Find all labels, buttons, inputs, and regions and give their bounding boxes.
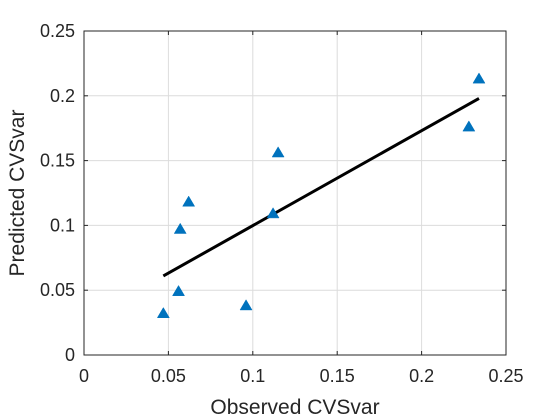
data-point-triangle xyxy=(239,299,253,311)
fit-line-group xyxy=(162,97,480,278)
data-point-triangle xyxy=(271,146,285,158)
data-point-triangle xyxy=(182,195,196,207)
tick-labels: 0 0.05 0.1 0.15 0.2 0.25 0 0.05 0.1 0.15 0.2 0.25 xyxy=(40,21,524,386)
y-tick-label: 0.15 xyxy=(40,151,75,171)
x-tick-label: 0 xyxy=(79,366,89,386)
x-tick-label: 0.25 xyxy=(488,366,523,386)
x-tick-label: 0.15 xyxy=(320,366,355,386)
data-point-triangle xyxy=(173,222,187,234)
y-axis-title: Predicted CVSvar xyxy=(6,110,29,277)
y-tick-label: 0.05 xyxy=(40,280,75,300)
axes xyxy=(83,30,507,356)
y-tick-label: 0.2 xyxy=(50,86,75,106)
y-tick-label: 0 xyxy=(65,345,75,365)
fit-line xyxy=(162,97,480,278)
y-tick-label: 0.1 xyxy=(50,215,75,235)
data-point-triangle xyxy=(266,207,280,219)
plot-background xyxy=(84,31,506,355)
data-point-triangle xyxy=(156,307,170,318)
data-points xyxy=(156,72,486,318)
axes-box xyxy=(83,30,507,356)
x-axis-title: Observed CVSvar xyxy=(210,396,379,419)
x-tick-label: 0.2 xyxy=(409,366,434,386)
x-tick-label: 0.1 xyxy=(240,366,265,386)
data-point-triangle xyxy=(172,285,185,296)
x-tick-label: 0.05 xyxy=(151,366,186,386)
data-point-triangle xyxy=(462,120,476,132)
data-point-triangle xyxy=(472,72,486,84)
y-tick-label: 0.25 xyxy=(40,21,75,41)
